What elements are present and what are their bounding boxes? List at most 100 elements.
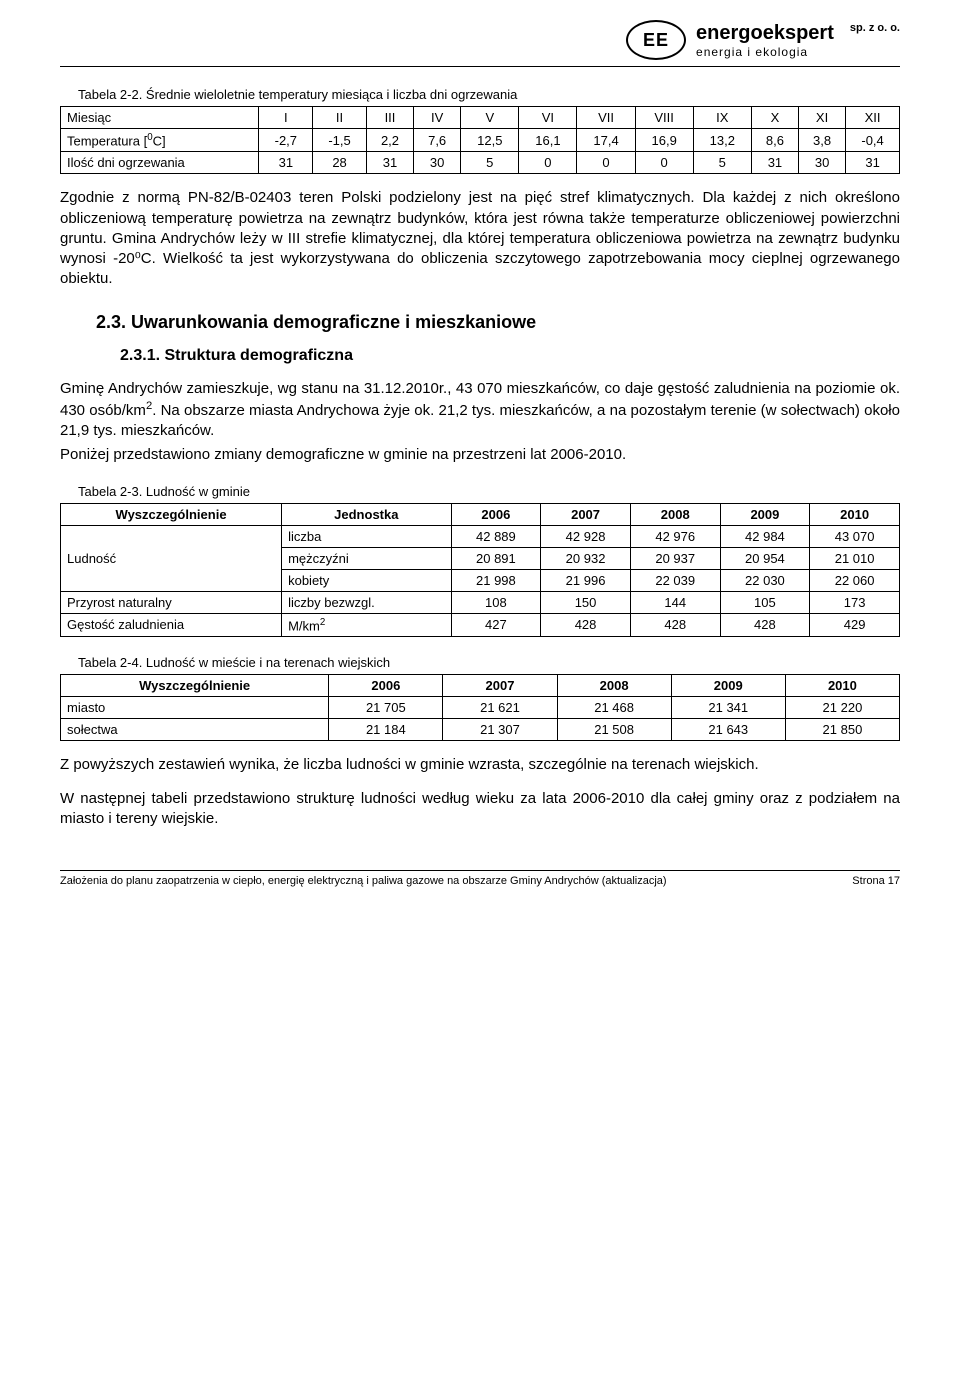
cell: 427	[451, 613, 541, 636]
th: 2008	[557, 674, 671, 696]
cell: 28	[313, 152, 367, 174]
cell: 22 030	[720, 569, 810, 591]
th: Wyszczególnienie	[61, 674, 329, 696]
cell: 20 954	[720, 547, 810, 569]
cell-label: Temperatura [0C]	[61, 129, 259, 152]
table-row: miasto 21 705 21 621 21 468 21 341 21 22…	[61, 696, 900, 718]
th: 2006	[329, 674, 443, 696]
paragraph-5: W następnej tabeli przedstawiono struktu…	[60, 789, 900, 830]
cell: 0	[519, 152, 577, 174]
table23: Wyszczególnienie Jednostka 2006 2007 200…	[60, 503, 900, 637]
cell: liczba	[282, 525, 451, 547]
cell: 21 508	[557, 718, 671, 740]
cell: -2,7	[259, 129, 313, 152]
cell: 2,2	[366, 129, 413, 152]
cell: 13,2	[693, 129, 751, 152]
cell: 105	[720, 591, 810, 613]
page-header: EE energoekspert energia i ekologia sp. …	[60, 20, 900, 67]
cell: 428	[541, 613, 631, 636]
cell: 42 976	[630, 525, 720, 547]
cell: 42 889	[451, 525, 541, 547]
table22-row-temp: Temperatura [0C] -2,7 -1,5 2,2 7,6 12,5 …	[61, 129, 900, 152]
cell: 0	[577, 152, 635, 174]
cell: 16,9	[635, 129, 693, 152]
cell: XII	[846, 107, 900, 129]
cell: 20 891	[451, 547, 541, 569]
cell: liczby bezwzgl.	[282, 591, 451, 613]
cell-label: Gęstość zaludnienia	[61, 613, 282, 636]
cell: 0	[635, 152, 693, 174]
txt: Temperatura [	[67, 133, 147, 148]
cell: 428	[720, 613, 810, 636]
cell: 43 070	[810, 525, 900, 547]
paragraph-1: Zgodnie z normą PN-82/B-02403 teren Pols…	[60, 188, 900, 289]
table24-caption: Tabela 2-4. Ludność w mieście i na teren…	[78, 655, 900, 670]
table-row: sołectwa 21 184 21 307 21 508 21 643 21 …	[61, 718, 900, 740]
cell: 21 850	[785, 718, 899, 740]
cell: mężczyźni	[282, 547, 451, 569]
cell: 21 341	[671, 696, 785, 718]
table24: Wyszczególnienie 2006 2007 2008 2009 201…	[60, 674, 900, 741]
cell: kobiety	[282, 569, 451, 591]
th: 2007	[443, 674, 557, 696]
th: 2009	[671, 674, 785, 696]
cell: 21 621	[443, 696, 557, 718]
cell: 5	[461, 152, 519, 174]
cell-label: Ilość dni ogrzewania	[61, 152, 259, 174]
cell: 173	[810, 591, 900, 613]
th: Jednostka	[282, 503, 451, 525]
table23-caption: Tabela 2-3. Ludność w gminie	[78, 484, 900, 499]
paragraph-3: Poniżej przedstawiono zmiany demograficz…	[60, 445, 900, 465]
cell: 21 010	[810, 547, 900, 569]
cell: 31	[366, 152, 413, 174]
paragraph-2: Gminę Andrychów zamieszkuje, wg stanu na…	[60, 379, 900, 442]
cell: 42 928	[541, 525, 631, 547]
cell: X	[751, 107, 798, 129]
cell: -0,4	[846, 129, 900, 152]
cell: 16,1	[519, 129, 577, 152]
table22-caption: Tabela 2-2. Średnie wieloletnie temperat…	[78, 87, 900, 102]
th: 2010	[785, 674, 899, 696]
cell: 20 937	[630, 547, 720, 569]
cell: V	[461, 107, 519, 129]
txt: C]	[153, 133, 166, 148]
cell: 429	[810, 613, 900, 636]
cell: 30	[799, 152, 846, 174]
cell: 21 705	[329, 696, 443, 718]
table-row: Przyrost naturalny liczby bezwzgl. 108 1…	[61, 591, 900, 613]
brand-block: energoekspert energia i ekologia	[696, 21, 834, 59]
cell: 5	[693, 152, 751, 174]
cell: 30	[414, 152, 461, 174]
cell: 22 039	[630, 569, 720, 591]
table24-header: Wyszczególnienie 2006 2007 2008 2009 201…	[61, 674, 900, 696]
footer-left: Założenia do planu zaopatrzenia w ciepło…	[60, 875, 667, 887]
cell: 31	[846, 152, 900, 174]
cell: 12,5	[461, 129, 519, 152]
heading-2-3-1: 2.3.1. Struktura demograficzna	[120, 347, 900, 365]
cell: IV	[414, 107, 461, 129]
heading-2-3: 2.3. Uwarunkowania demograficzne i miesz…	[96, 312, 900, 333]
th: 2006	[451, 503, 541, 525]
cell: 21 643	[671, 718, 785, 740]
cell: VIII	[635, 107, 693, 129]
cell: VI	[519, 107, 577, 129]
brand-legal: sp. z o. o.	[850, 20, 900, 34]
table-row: Gęstość zaludnienia M/km2 427 428 428 42…	[61, 613, 900, 636]
txt: . Na obszarze miasta Andrychowa żyje ok.…	[60, 402, 900, 439]
cell: VII	[577, 107, 635, 129]
cell: 21 468	[557, 696, 671, 718]
cell: 21 307	[443, 718, 557, 740]
th: 2008	[630, 503, 720, 525]
th: Wyszczególnienie	[61, 503, 282, 525]
cell: 21 996	[541, 569, 631, 591]
cell-label: Przyrost naturalny	[61, 591, 282, 613]
brand-name: energoekspert	[696, 21, 834, 45]
paragraph-4: Z powyższych zestawień wynika, że liczba…	[60, 755, 900, 775]
page-footer: Założenia do planu zaopatrzenia w ciepło…	[60, 870, 900, 887]
cell: 21 998	[451, 569, 541, 591]
table22: Miesiąc I II III IV V VI VII VIII IX X X…	[60, 106, 900, 174]
cell-label: sołectwa	[61, 718, 329, 740]
cell: 17,4	[577, 129, 635, 152]
cell: III	[366, 107, 413, 129]
cell: 8,6	[751, 129, 798, 152]
